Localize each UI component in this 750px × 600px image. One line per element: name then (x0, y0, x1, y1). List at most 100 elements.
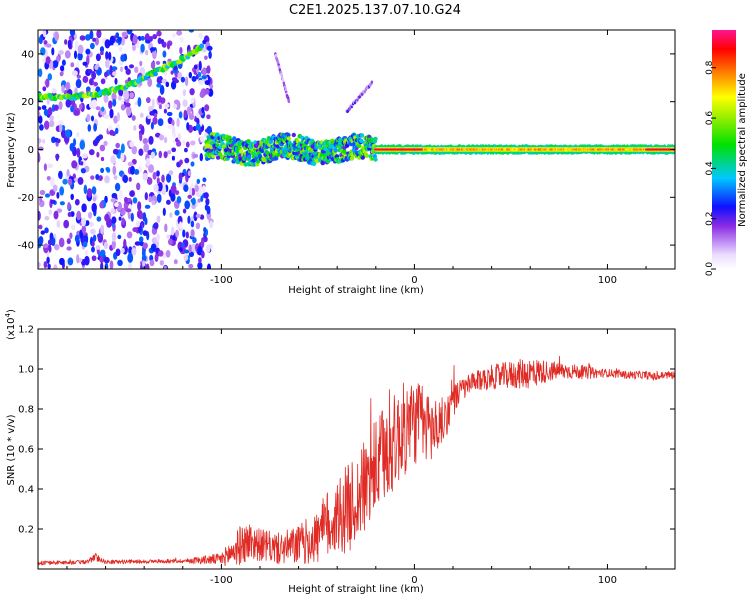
spectrogram-noise-speckle (104, 39, 111, 49)
spectrogram-noise-speckle (76, 147, 81, 158)
spectrogram-noise-speckle (161, 78, 168, 84)
spectrogram-noise-speckle (57, 119, 64, 127)
spectrogram-noise-speckle (156, 170, 160, 177)
spectrogram-noise-speckle (51, 47, 55, 56)
spectrogram-noise-speckle (195, 201, 199, 207)
spectrogram-noise-speckle (120, 104, 126, 111)
spectrogram-noise-speckle (175, 140, 182, 147)
spectrogram-noise-speckle (44, 193, 51, 198)
spectrogram-noise-speckle (121, 217, 125, 226)
spectrogram-noise-speckle (193, 64, 198, 70)
spectrogram-noise-speckle (95, 245, 101, 250)
spectrogram-noise-speckle (156, 193, 162, 203)
spectrogram-noise-speckle (195, 213, 201, 219)
spectrogram-noise-speckle (111, 216, 117, 224)
spectrogram-noise-speckle (93, 123, 97, 132)
spectrogram-noise-speckle (52, 60, 59, 69)
spectrogram-noise-speckle (137, 97, 142, 107)
spectrogram-noise-speckle (92, 234, 97, 242)
spectrogram-noise-speckle (64, 39, 68, 45)
spectrogram-noise-speckle (115, 32, 120, 39)
spectrogram-noise-speckle (166, 234, 171, 239)
spectrogram-noise-speckle (90, 115, 95, 122)
spectrogram-noise-speckle (128, 177, 132, 182)
spectrogram-noise-speckle (81, 203, 87, 213)
spectrogram-noise-speckle (206, 65, 211, 74)
spectrogram-noise-speckle (56, 208, 63, 213)
spectrogram-noise-speckle (56, 220, 61, 228)
spectrogram-noise-speckle (163, 136, 168, 144)
spectrogram-x-tick-label: -100 (210, 275, 233, 286)
spectrogram-noise-speckle (61, 59, 66, 66)
spectrogram-noise-speckle (147, 77, 153, 88)
spectrogram-noise-speckle (43, 120, 50, 130)
spectrogram-noise-speckle (69, 232, 73, 239)
spectrogram-noise-speckle (183, 109, 188, 119)
spectrogram-noise-speckle (184, 76, 189, 87)
spectrogram-noise-speckle (170, 80, 177, 90)
spectrogram-noise-speckle (158, 134, 165, 141)
spectrogram-noise-speckle (103, 93, 109, 103)
spectrogram-noise-speckle (91, 202, 97, 213)
spectrogram-noise-speckle (112, 148, 119, 155)
spectrogram-noise-speckle (119, 66, 124, 73)
spectrogram-noise-speckle (153, 184, 159, 192)
snr-x-ticks: -100 0 100 (66, 329, 647, 586)
spectrogram-noise-speckle (198, 32, 203, 39)
spectrogram-noise-speckle (56, 138, 61, 144)
spectrogram-noise-speckle (129, 190, 135, 197)
spectrogram-band-mark (274, 156, 279, 161)
spectrogram-band-mark (349, 156, 355, 161)
spectrogram-band-mark (268, 139, 273, 144)
spectrogram-noise-speckle (140, 125, 145, 136)
spectrogram-band-mark (364, 153, 369, 158)
spectrogram-noise-speckle (203, 88, 210, 95)
spectrogram-noise-speckle (147, 177, 153, 185)
spectrogram-noise-speckle (158, 104, 162, 110)
snr-x-tick-label: 100 (598, 575, 617, 586)
spectrogram-noise-speckle (59, 65, 65, 72)
spectrogram-noise-speckle (178, 172, 183, 181)
spectrogram-noise-speckle (188, 244, 192, 253)
spectrogram-noise-speckle (91, 70, 97, 80)
spectrogram-noise-speckle (132, 44, 136, 51)
spectrogram-streak-mark (276, 60, 280, 65)
spectrogram-noise-speckle (85, 48, 91, 55)
spectrogram-noise-speckle (113, 115, 118, 124)
spectrogram-noise-speckle (161, 174, 165, 183)
spectrogram-noise-speckle (131, 247, 137, 256)
spectrogram-band-mark (373, 136, 378, 142)
spectrogram-noise-speckle (112, 71, 117, 76)
spectrogram-noise-speckle (198, 60, 202, 71)
spectrogram-noise-speckle (203, 227, 207, 233)
spectrogram-noise-speckle (140, 43, 145, 53)
spectrogram-noise-speckle (91, 246, 95, 253)
spectrogram-noise-speckle (182, 208, 187, 214)
spectrogram-noise-speckle (85, 86, 91, 91)
spectrogram-streak-mark (274, 53, 278, 58)
spectrogram-noise-speckle (131, 115, 136, 121)
spectrogram-noise-speckle (200, 195, 204, 203)
spectrogram-y-tick-label: 0 (28, 145, 34, 156)
spectrogram-noise-speckle (100, 51, 104, 56)
spectrogram-noise-speckle (205, 244, 211, 253)
spectrogram-noise-speckle (170, 226, 175, 236)
spectrogram-noise-speckle (135, 220, 141, 228)
spectrogram-noise-speckle (106, 167, 111, 173)
spectrogram-noise-speckle (47, 107, 53, 116)
spectrogram-noise-speckle (186, 106, 191, 115)
spectrogram-streak-mark (284, 87, 287, 91)
spectrogram-noise-speckle (196, 178, 201, 184)
spectrogram-noise-speckle (148, 195, 153, 203)
spectrogram-noise-speckle (125, 68, 131, 76)
spectrogram-noise-speckle (175, 229, 180, 238)
spectrogram-noise-speckle (59, 71, 64, 77)
spectrogram-noise-speckle (98, 175, 103, 181)
spectrogram-noise-speckle (196, 118, 200, 126)
spectrogram-noise-speckle (144, 192, 148, 201)
spectrogram-noise-speckle (42, 243, 49, 249)
spectrogram-noise-speckle (186, 122, 190, 131)
spectrogram-noise-speckle (108, 100, 113, 110)
spectrogram-noise-speckle (206, 45, 213, 51)
colorbar-tick-label: 0.0 (705, 262, 715, 277)
